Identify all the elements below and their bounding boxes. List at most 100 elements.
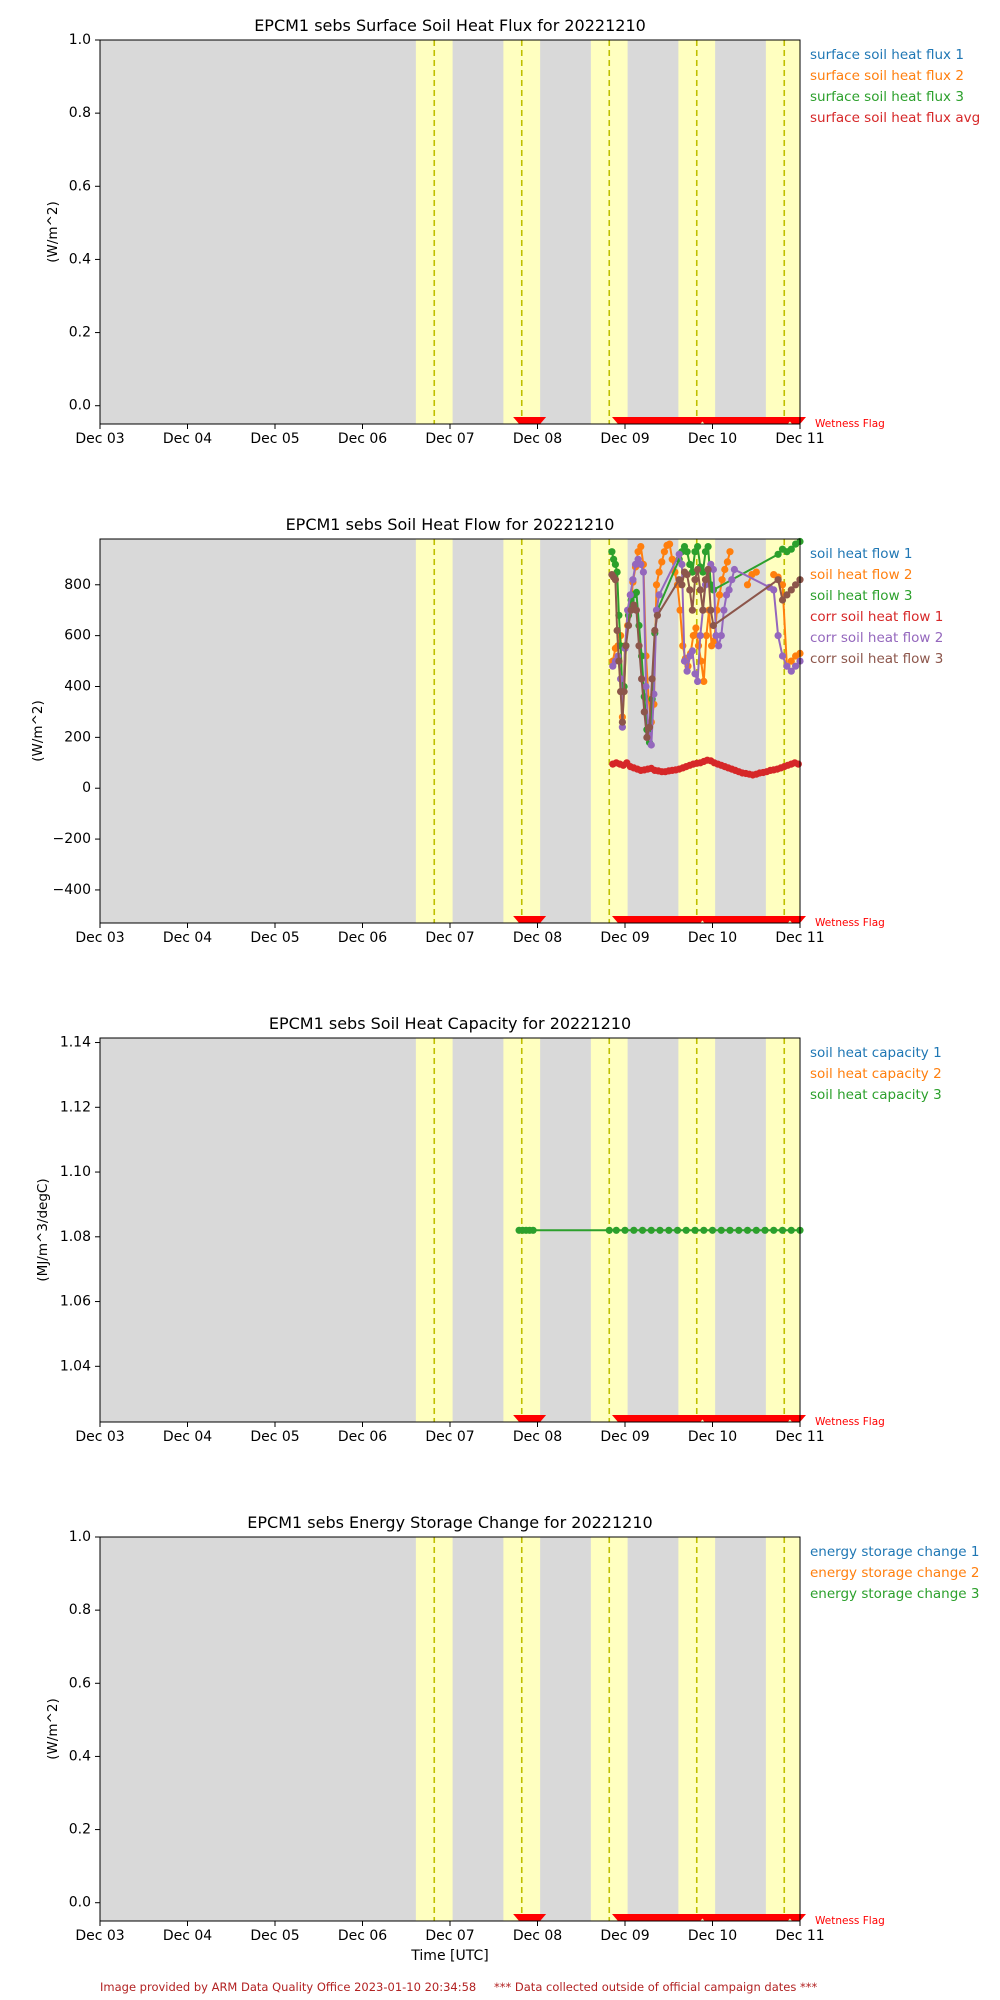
y-axis-label: (MJ/m^3/degC) bbox=[35, 1178, 51, 1281]
wetness-flag-bar bbox=[704, 916, 788, 923]
data-point bbox=[794, 760, 802, 768]
data-point bbox=[608, 548, 616, 556]
data-point bbox=[718, 576, 726, 584]
legend-entry: soil heat flow 2 bbox=[810, 567, 913, 583]
data-point bbox=[700, 1226, 708, 1234]
data-point bbox=[618, 723, 627, 731]
data-point bbox=[630, 1226, 638, 1234]
data-point bbox=[613, 626, 621, 635]
chart-panel-2: Wetness Flag Dec 03 Dec 04 Dec 05 Dec 06 Dec … bbox=[30, 515, 943, 946]
legend-entry: surface soil heat flux avg bbox=[810, 110, 980, 126]
chart-panel-4: Wetness Flag Dec 03 Dec 04 Dec 05 Dec 06 Dec … bbox=[45, 1513, 979, 1944]
y-tick-label: 0 bbox=[82, 780, 91, 796]
y-tick-label: 1.0 bbox=[69, 1529, 91, 1545]
wetness-flag-bar bbox=[519, 1914, 541, 1921]
y-tick-label: 0.8 bbox=[69, 105, 91, 121]
y-tick-label: 600 bbox=[64, 628, 91, 644]
data-point bbox=[675, 550, 683, 558]
x-tick-label: Dec 04 bbox=[163, 431, 212, 447]
wetness-flag-bar bbox=[618, 1914, 701, 1921]
data-point bbox=[678, 581, 686, 589]
legend-entry: soil heat capacity 3 bbox=[810, 1087, 942, 1103]
wetness-flag-marker bbox=[698, 916, 711, 923]
data-point bbox=[647, 741, 655, 749]
data-point bbox=[652, 581, 661, 589]
data-point bbox=[680, 657, 689, 665]
x-tick-label: Dec 07 bbox=[425, 930, 474, 946]
chart-title: EPCM1 sebs Surface Soil Heat Flux for 20… bbox=[254, 16, 646, 35]
data-point bbox=[774, 550, 782, 558]
data-point bbox=[682, 1226, 690, 1234]
legend-entry: energy storage change 3 bbox=[810, 1586, 979, 1602]
wetness-flag-marker bbox=[612, 417, 624, 424]
data-point bbox=[787, 667, 795, 675]
data-point bbox=[605, 1226, 613, 1234]
y-tick-label: −200 bbox=[53, 831, 91, 847]
data-point bbox=[770, 586, 778, 594]
data-point bbox=[752, 568, 760, 576]
wetness-flag-marker bbox=[786, 1914, 799, 1921]
y-tick-label: 1.08 bbox=[60, 1229, 91, 1245]
data-point bbox=[622, 642, 630, 650]
x-tick-label: Dec 03 bbox=[75, 1928, 124, 1944]
data-point bbox=[678, 560, 686, 569]
x-tick-label: Dec 04 bbox=[163, 1928, 212, 1944]
y-tick-label: 0.2 bbox=[69, 1822, 91, 1838]
data-point bbox=[709, 621, 718, 630]
data-point bbox=[778, 596, 787, 604]
data-point bbox=[720, 606, 728, 614]
x-tick-label: Dec 04 bbox=[163, 1429, 212, 1445]
legend-entry: corr soil heat flow 1 bbox=[810, 609, 943, 625]
data-point bbox=[700, 677, 708, 686]
x-tick-label: Dec 05 bbox=[250, 1928, 299, 1944]
wetness-flag-marker bbox=[612, 1415, 624, 1422]
y-tick-label: 800 bbox=[64, 577, 91, 593]
y-tick-label: 0.4 bbox=[69, 251, 91, 267]
data-point bbox=[621, 1226, 629, 1234]
data-point bbox=[778, 652, 787, 660]
y-tick-label: −400 bbox=[53, 882, 91, 898]
data-point bbox=[660, 548, 669, 556]
data-point bbox=[694, 642, 703, 650]
y-axis-label: (W/m^2) bbox=[45, 201, 61, 262]
data-point bbox=[612, 1226, 620, 1234]
wetness-flag-marker bbox=[786, 417, 799, 424]
x-tick-label: Dec 10 bbox=[688, 1928, 737, 1944]
wetness-flag-bar bbox=[618, 916, 701, 923]
data-point bbox=[666, 540, 674, 548]
data-point bbox=[743, 581, 752, 589]
x-tick-label: Dec 06 bbox=[338, 930, 387, 946]
x-tick-label: Dec 11 bbox=[775, 930, 824, 946]
y-tick-label: 1.06 bbox=[60, 1294, 91, 1310]
data-point bbox=[638, 1226, 647, 1234]
data-point bbox=[676, 606, 684, 614]
data-point bbox=[715, 642, 723, 650]
data-point bbox=[726, 1226, 734, 1234]
x-tick-label: Dec 04 bbox=[163, 930, 212, 946]
footer-credit: Image provided by ARM Data Quality Offic… bbox=[100, 1980, 477, 1994]
y-tick-label: 400 bbox=[64, 678, 91, 694]
data-point bbox=[638, 675, 646, 683]
x-tick-label: Dec 05 bbox=[250, 431, 299, 447]
data-point bbox=[665, 1226, 673, 1234]
data-point bbox=[761, 1226, 769, 1234]
data-point bbox=[653, 611, 662, 619]
y-tick-label: 0.0 bbox=[69, 1895, 91, 1911]
x-tick-label: Dec 03 bbox=[75, 1429, 124, 1445]
chart-panel-3: Wetness Flag Dec 03 Dec 04 Dec 05 Dec 06 Dec … bbox=[35, 1014, 942, 1445]
data-point bbox=[787, 545, 795, 553]
y-tick-label: 1.10 bbox=[60, 1164, 91, 1180]
y-tick-label: 200 bbox=[64, 729, 91, 745]
y-tick-label: 1.14 bbox=[60, 1035, 91, 1051]
chart-title: EPCM1 sebs Soil Heat Capacity for 202212… bbox=[269, 1014, 631, 1033]
legend-entry: soil heat capacity 2 bbox=[810, 1066, 942, 1082]
data-point bbox=[632, 606, 641, 614]
data-point bbox=[688, 606, 697, 614]
x-tick-label: Dec 08 bbox=[513, 1928, 562, 1944]
data-point bbox=[699, 606, 707, 614]
x-tick-label: Dec 03 bbox=[75, 431, 124, 447]
data-point bbox=[529, 1226, 537, 1234]
data-point bbox=[787, 1226, 795, 1234]
wetness-flag-marker bbox=[698, 1415, 711, 1422]
